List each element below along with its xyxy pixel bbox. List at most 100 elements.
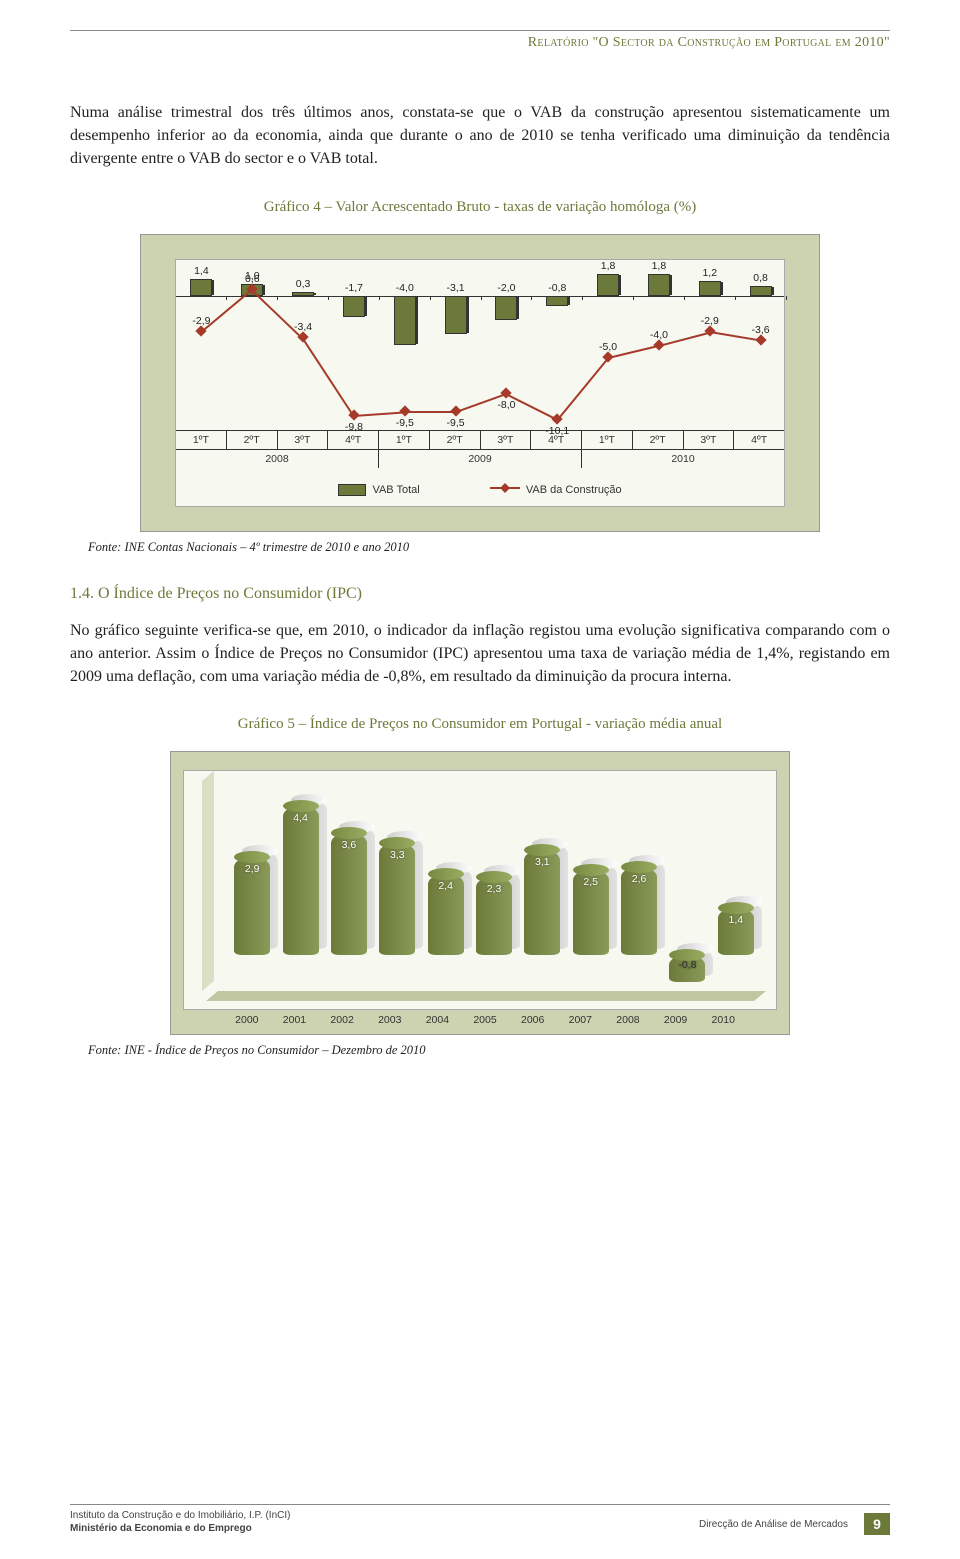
fig4-container: 1,41,00,3-1,7-4,0-3,1-2,0-0,81,81,81,20,…	[140, 234, 820, 532]
fig5-title: Gráfico 5 – Índice de Preços no Consumid…	[70, 716, 890, 733]
fig5-year-label: 2005	[461, 1014, 509, 1026]
fig4-bar-label: -4,0	[390, 282, 420, 294]
fig4-bar-label: -3,1	[441, 282, 471, 294]
fig4-cat-label: 3ºT	[480, 431, 531, 449]
fig5-year-label: 2006	[509, 1014, 557, 1026]
fig4-bar	[445, 296, 467, 334]
fig5-value-label: 2,9	[232, 863, 272, 875]
footer-right-text: Direcção de Análise de Mercados	[699, 1519, 848, 1530]
page-footer: Instituto da Construção e do Imobiliário…	[70, 1504, 890, 1535]
fig4-bar	[750, 286, 772, 296]
fig4-bar	[699, 281, 721, 296]
fig5-year-label: 2002	[318, 1014, 366, 1026]
page-number: 9	[864, 1513, 890, 1535]
fig5-value-label: 3,3	[377, 849, 417, 861]
para-sec14: No gráfico seguinte verifica-se que, em …	[70, 619, 890, 689]
fig4-cat-label: 4ºT	[733, 431, 784, 449]
fig5-value-label: -0,8	[667, 959, 707, 971]
legend-line-label: VAB da Construção	[526, 484, 622, 496]
fig4-bar-label: 1,8	[593, 260, 623, 272]
footer-inst1: Instituto da Construção e do Imobiliário…	[70, 1509, 290, 1522]
fig4-bar	[343, 296, 365, 317]
footer-inst2: Ministério da Economia e do Emprego	[70, 1522, 290, 1535]
fig4-fonte: Fonte: INE Contas Nacionais – 4º trimest…	[88, 540, 890, 555]
fig4-bar-label: -0,8	[542, 282, 572, 294]
fig5-value-label: 2,5	[571, 876, 611, 888]
fig4-bar	[292, 292, 314, 296]
fig4-bar-label: -1,7	[339, 282, 369, 294]
fig4-line-seg	[557, 357, 609, 420]
fig4-cat-label: 3ºT	[277, 431, 328, 449]
fig4-bar-label: 0,8	[746, 272, 776, 284]
fig4-line-label: -8,0	[491, 399, 521, 411]
fig4-line-label: -4,0	[644, 329, 674, 341]
legend-bar-label: VAB Total	[372, 484, 419, 496]
fig5-fonte: Fonte: INE - Índice de Preços no Consumi…	[88, 1043, 890, 1058]
fig4-bar	[648, 274, 670, 296]
fig5-year-label: 2010	[699, 1014, 747, 1026]
fig4-bar	[546, 296, 568, 306]
fig4-cat-label: 1ºT	[581, 431, 632, 449]
fig5-value-label: 2,6	[619, 873, 659, 885]
fig4-line-label: 0,6	[237, 273, 267, 285]
fig5-year-label: 2009	[652, 1014, 700, 1026]
fig5-value-label: 2,4	[426, 880, 466, 892]
fig4-line-label: -2,9	[186, 315, 216, 327]
fig4-cat-label: 2ºT	[632, 431, 683, 449]
fig4-year-label: 2009	[378, 450, 581, 468]
fig4-line-label: -9,5	[390, 417, 420, 429]
fig5-base	[206, 991, 766, 1001]
fig5-container: 2,94,43,63,32,42,33,12,52,6-0,81,4 20002…	[170, 751, 790, 1035]
fig4-line-point	[755, 334, 766, 345]
fig4-title: Gráfico 4 – Valor Acrescentado Bruto - t…	[70, 199, 890, 216]
fig4-line-label: -10,1	[542, 425, 572, 437]
fig4-line-point	[399, 406, 410, 417]
fig4-cat-label: 4ºT	[327, 431, 378, 449]
fig4-line-label: -9,5	[441, 417, 471, 429]
fig4-bar-label: 1,8	[644, 260, 674, 272]
fig5-wall	[202, 771, 214, 991]
fig5-year-label: 2000	[223, 1014, 271, 1026]
fig4-line-seg	[405, 411, 456, 413]
fig4-plot: 1,41,00,3-1,7-4,0-3,1-2,0-0,81,81,81,20,…	[176, 260, 784, 430]
para-intro: Numa análise trimestral dos três últimos…	[70, 101, 890, 171]
fig4-line-label: -9,8	[339, 421, 369, 433]
fig4-line-label: -2,9	[695, 315, 725, 327]
fig5-plot: 2,9 4,4 3,6 3,3 2,4 2,3 3,1 2,5 2,6 -0,8 1,4	[183, 770, 777, 1010]
fig4-line-label: -3,6	[746, 324, 776, 336]
fig4-bar	[190, 279, 212, 296]
fig4-cat-label: 1ºT	[378, 431, 429, 449]
fig5-value-label: 3,6	[329, 839, 369, 851]
fig4-line-seg	[301, 337, 354, 416]
fig4-xlabels: 1ºT2ºT3ºT4ºT1ºT2ºT3ºT4ºT1ºT2ºT3ºT4ºT	[176, 430, 784, 449]
fig4-line-point	[450, 406, 461, 417]
fig5-xlabels: 2000200120022003200420052006200720082009…	[183, 1014, 777, 1026]
legend-bar-swatch	[338, 484, 366, 496]
fig5-year-label: 2007	[556, 1014, 604, 1026]
fig4-bar	[495, 296, 517, 320]
fig5-value-label: 1,4	[716, 914, 756, 926]
fig5-value-label: 2,3	[474, 883, 514, 895]
fig5-value-label: 3,1	[522, 856, 562, 868]
fig4-line-seg	[354, 411, 405, 417]
fig4-bar-label: 0,3	[288, 278, 318, 290]
fig4-cat-label: 1ºT	[176, 431, 226, 449]
fig4-bar-label: 1,2	[695, 267, 725, 279]
fig4-bar	[394, 296, 416, 345]
fig5-year-label: 2003	[366, 1014, 414, 1026]
fig5-value-label: 4,4	[281, 812, 321, 824]
fig4-bar-label: 1,4	[186, 265, 216, 277]
fig4-line-label: -3,4	[288, 321, 318, 333]
fig4-line-point	[704, 326, 715, 337]
fig4-cat-label: 2ºT	[226, 431, 277, 449]
fig4-year-label: 2010	[581, 450, 784, 468]
header-title: Relatório "O Sector da Construção em Por…	[70, 35, 890, 51]
fig5-year-label: 2008	[604, 1014, 652, 1026]
fig4-bar-label: -2,0	[491, 282, 521, 294]
fig4-legend: VAB Total VAB da Construção	[176, 468, 784, 506]
fig4-cat-label: 3ºT	[683, 431, 734, 449]
fig4-year-label: 2008	[176, 450, 378, 468]
fig4-line-point	[653, 339, 664, 350]
fig4-year-row: 200820092010	[176, 449, 784, 468]
fig4-line-point	[297, 332, 308, 343]
